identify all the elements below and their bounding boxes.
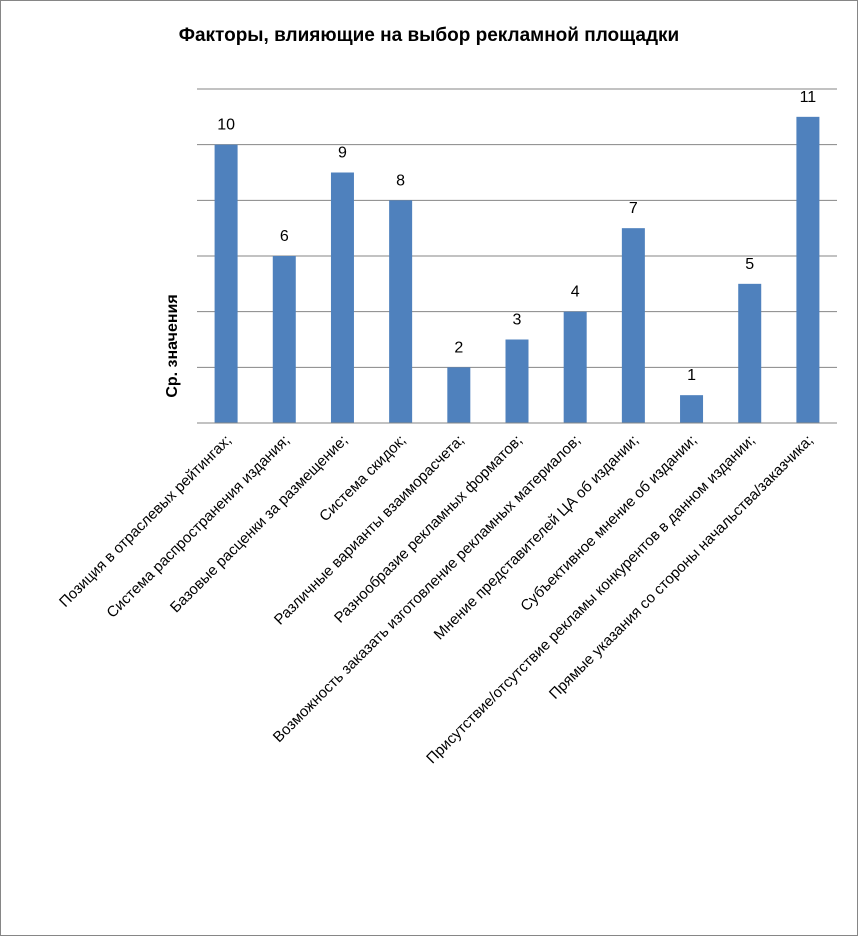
data-label: 11: [800, 89, 817, 106]
chart-title: Факторы, влияющие на выбор рекламной пло…: [179, 25, 679, 46]
data-label: 9: [338, 145, 347, 162]
bar: [389, 200, 413, 423]
bar: [563, 311, 587, 423]
bar: [214, 144, 238, 423]
data-labels: 10 6 9 8 2 3 4 7 1 5 11: [217, 89, 816, 384]
data-label: 10: [217, 117, 235, 134]
bar: [272, 256, 296, 423]
data-label: 3: [513, 312, 522, 329]
bar: [796, 116, 820, 423]
data-label: 7: [629, 200, 638, 217]
category-label: Мнение представителей ЦА об издании;: [431, 432, 643, 644]
bar: [447, 367, 471, 423]
data-label: 1: [687, 367, 696, 384]
y-axis-label: Ср. значения: [164, 294, 181, 397]
category-label: Прямые указания со стороны начальства/за…: [546, 432, 817, 703]
data-label: 6: [280, 228, 289, 245]
bar: [621, 228, 645, 423]
data-label: 2: [454, 339, 463, 356]
gridlines: [197, 88, 837, 368]
bar: [738, 283, 762, 423]
data-label: 5: [745, 256, 754, 273]
bars: [214, 116, 820, 423]
category-labels: Позиция в отраслевых рейтингах;Система р…: [56, 432, 817, 767]
bar: [330, 172, 354, 423]
data-label: 4: [571, 284, 580, 301]
bar: [505, 339, 529, 423]
data-label: 8: [396, 172, 405, 189]
bar: [680, 395, 704, 423]
